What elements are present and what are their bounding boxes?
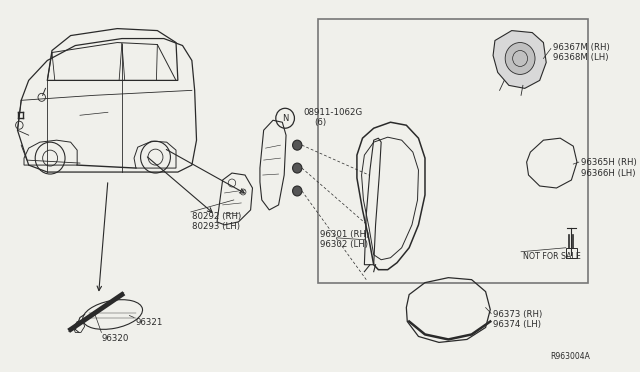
Circle shape	[292, 163, 302, 173]
Text: 96367M (RH)
96368M (LH): 96367M (RH) 96368M (LH)	[553, 42, 609, 62]
Text: 96320: 96320	[101, 334, 129, 343]
Text: 96365H (RH)
96366H (LH): 96365H (RH) 96366H (LH)	[580, 158, 636, 177]
Text: NOT FOR SALE: NOT FOR SALE	[523, 252, 580, 261]
Text: 96321: 96321	[136, 318, 163, 327]
Text: R963004A: R963004A	[550, 352, 590, 361]
Circle shape	[505, 42, 535, 74]
Text: (6): (6)	[314, 118, 326, 127]
Text: 96373 (RH)
96374 (LH): 96373 (RH) 96374 (LH)	[493, 310, 542, 329]
Polygon shape	[493, 31, 546, 89]
Bar	[317, 19, 588, 283]
Circle shape	[292, 186, 302, 196]
Text: 96301 (RH)
96302 (LH): 96301 (RH) 96302 (LH)	[319, 230, 369, 249]
Circle shape	[292, 140, 302, 150]
Text: N: N	[282, 114, 288, 123]
Text: 08911-1062G: 08911-1062G	[304, 108, 363, 117]
Text: 80292 (RH)
80293 (LH): 80292 (RH) 80293 (LH)	[192, 212, 241, 231]
